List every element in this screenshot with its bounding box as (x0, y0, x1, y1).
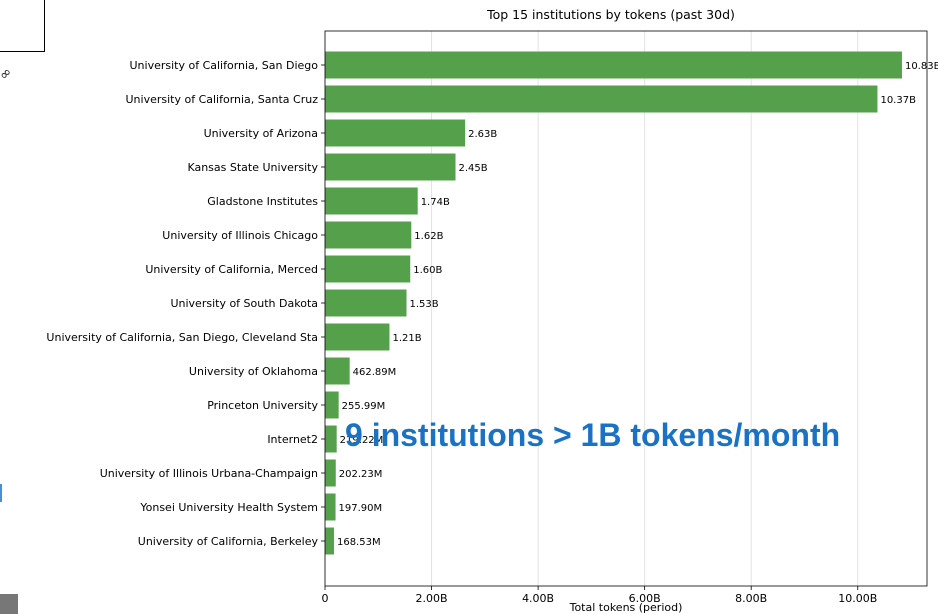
bar (325, 221, 412, 249)
y-tick-label: Gladstone Institutes (207, 195, 318, 208)
y-tick-label: University of California, San Diego, Cle… (46, 331, 318, 344)
bar (325, 493, 336, 521)
bars-layer (325, 51, 902, 555)
bar-data-label: 197.90M (339, 503, 383, 514)
bar-data-label: 202.23M (339, 469, 383, 480)
x-tick-label: 2.00B (416, 592, 448, 605)
bar-data-label: 1.60B (413, 265, 442, 276)
bar-data-label: 168.53M (337, 537, 381, 548)
y-tick-label: Kansas State University (187, 161, 318, 174)
callout-annotation: 9 institutions > 1B tokens/month (345, 417, 841, 453)
chart-title: Top 15 institutions by tokens (past 30d) (486, 7, 735, 22)
bar-data-label: 2.45B (459, 163, 488, 174)
bar-data-label: 10.37B (880, 95, 916, 106)
bar (325, 153, 456, 181)
bar-data-label: 1.53B (410, 299, 439, 310)
bar (325, 51, 902, 79)
y-tick-label: University of California, Berkeley (138, 535, 319, 548)
y-tick-label: University of Illinois Chicago (162, 229, 318, 242)
y-tick-label: Yonsei University Health System (139, 501, 318, 514)
bar (325, 357, 350, 385)
cropped-gray-fragment (0, 594, 18, 614)
x-tick-label: 10.00B (838, 592, 877, 605)
bar-data-label: 2.63B (468, 129, 497, 140)
y-tick-label: University of Oklahoma (189, 365, 318, 378)
x-axis-label: Total tokens (period) (569, 601, 683, 614)
x-tick-label: 4.00B (522, 592, 554, 605)
bar (325, 119, 466, 147)
bar (325, 323, 390, 351)
bar-data-label: 255.99M (342, 401, 386, 412)
bar-data-label: 1.62B (414, 231, 443, 242)
y-tick-label: University of Illinois Urbana-Champaign (100, 467, 318, 480)
plot-frame (324, 30, 928, 587)
labels-layer: 0 2.00B 4.00B 6.00B 8.00B 10.00B University of… (46, 59, 938, 605)
bar (325, 527, 334, 555)
bar-data-label: 462.89M (353, 367, 397, 378)
bar (325, 187, 418, 215)
bar-data-label: 1.21B (392, 333, 421, 344)
bar-data-label: 10.83B (905, 61, 938, 72)
bar (325, 85, 878, 113)
bar (325, 391, 339, 419)
y-tick-label: University of California, Santa Cruz (125, 93, 318, 106)
x-tick-label: 6.00B (629, 592, 661, 605)
bar (325, 459, 336, 487)
bar (325, 255, 411, 283)
cropped-blue-fragment (0, 484, 2, 502)
y-tick-label: Internet2 (267, 433, 318, 446)
bar-data-label: 1.74B (421, 197, 450, 208)
bar-data-label: 219.22M (340, 435, 384, 446)
cropped-panel-border (0, 0, 45, 52)
x-tick-label: 0 (322, 592, 329, 605)
y-tick-label: University of South Dakota (170, 297, 318, 310)
y-tick-label: University of California, Merced (145, 263, 318, 276)
bar (325, 289, 407, 317)
x-tick-label: 8.00B (735, 592, 767, 605)
bar (325, 425, 337, 453)
y-tick-label: University of Arizona (204, 127, 318, 140)
y-tick-label: Princeton University (207, 399, 318, 412)
y-tick-label: University of California, San Diego (129, 59, 318, 72)
